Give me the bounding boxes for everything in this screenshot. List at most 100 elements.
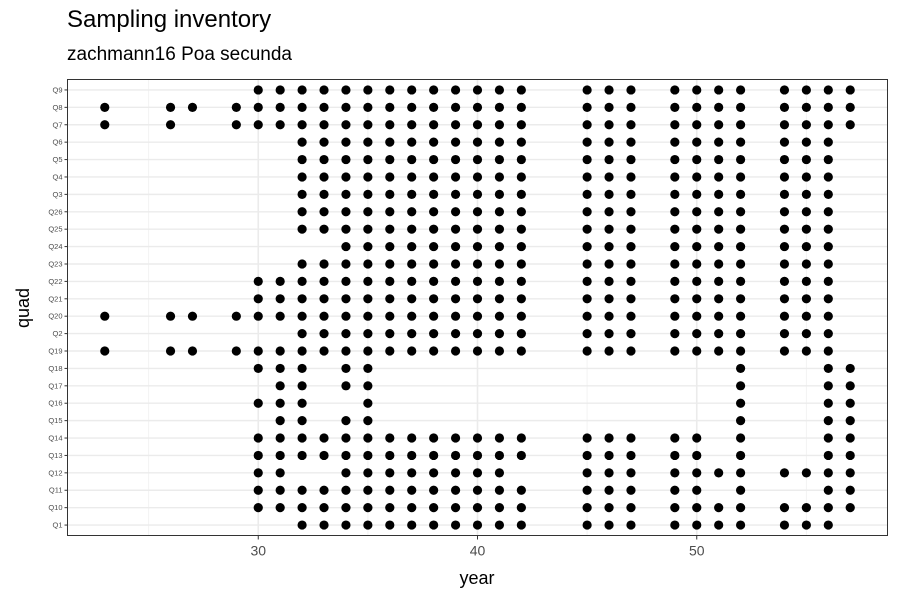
data-point — [450, 137, 461, 147]
data-point — [341, 154, 351, 165]
data-point — [407, 207, 417, 217]
data-point — [516, 102, 526, 112]
data-point — [670, 241, 680, 252]
data-point — [472, 224, 483, 234]
data-point — [494, 224, 505, 234]
data-point — [385, 241, 395, 252]
data-point — [714, 189, 724, 199]
data-point — [275, 85, 285, 95]
data-point — [626, 276, 636, 286]
data-point — [670, 329, 680, 339]
data-point — [407, 433, 417, 443]
data-point — [165, 102, 176, 112]
data-point — [407, 224, 417, 234]
y-tick-label: Q1 — [52, 521, 62, 530]
data-point — [670, 468, 680, 478]
data-point — [385, 520, 395, 530]
data-point — [319, 329, 329, 339]
data-point — [253, 85, 263, 95]
data-point — [582, 294, 592, 304]
data-point — [801, 207, 811, 217]
data-point — [604, 294, 614, 304]
data-point — [670, 102, 680, 112]
data-point — [714, 311, 724, 321]
data-point — [429, 259, 439, 269]
data-point — [494, 154, 505, 165]
data-point — [363, 154, 373, 165]
data-point — [801, 468, 811, 478]
data-point — [823, 102, 833, 112]
y-tick-label: Q4 — [52, 172, 62, 181]
data-point — [253, 485, 263, 495]
data-point — [429, 346, 439, 356]
data-point — [429, 241, 439, 252]
data-point — [297, 450, 307, 461]
data-point — [407, 120, 417, 130]
data-point — [385, 503, 395, 513]
data-point — [385, 224, 395, 234]
data-point — [823, 259, 833, 269]
data-point — [626, 172, 636, 182]
data-point — [297, 137, 307, 147]
data-point — [582, 311, 592, 321]
data-point — [341, 450, 351, 461]
y-tick-label: Q3 — [52, 190, 62, 199]
data-point — [297, 346, 307, 356]
data-point — [692, 520, 702, 530]
data-point — [801, 189, 811, 199]
data-point — [450, 120, 461, 130]
data-point — [692, 468, 702, 478]
data-point — [385, 450, 395, 461]
data-point — [670, 85, 680, 95]
data-point — [494, 137, 505, 147]
data-point — [297, 276, 307, 286]
data-point — [275, 381, 285, 391]
data-point — [319, 207, 329, 217]
data-point — [363, 102, 373, 112]
data-point — [363, 224, 373, 234]
data-point — [692, 137, 702, 147]
data-point — [494, 346, 505, 356]
data-point — [516, 329, 526, 339]
data-point — [231, 346, 241, 356]
data-point — [472, 172, 483, 182]
data-point — [341, 294, 351, 304]
data-point — [472, 137, 483, 147]
y-tick-label: Q13 — [48, 451, 62, 460]
data-point — [319, 311, 329, 321]
data-point — [714, 85, 724, 95]
data-point — [450, 102, 461, 112]
data-point — [429, 433, 439, 443]
data-point — [736, 346, 746, 356]
data-point — [450, 346, 461, 356]
data-point — [341, 363, 351, 374]
data-point — [736, 329, 746, 339]
data-point — [823, 154, 833, 165]
y-tick-label: Q21 — [48, 294, 62, 303]
data-point — [604, 329, 614, 339]
data-point — [363, 520, 373, 530]
data-point — [429, 329, 439, 339]
data-point — [779, 294, 790, 304]
data-point — [385, 172, 395, 182]
data-point — [692, 450, 702, 461]
data-point — [516, 85, 526, 95]
data-point — [363, 172, 373, 182]
data-point — [429, 224, 439, 234]
data-point — [823, 450, 833, 461]
data-point — [516, 346, 526, 356]
x-tick-label: 30 — [250, 543, 266, 559]
data-point — [626, 450, 636, 461]
data-point — [604, 520, 614, 530]
data-point — [472, 485, 483, 495]
data-point — [714, 346, 724, 356]
y-tick-label: Q20 — [48, 312, 62, 321]
data-point — [714, 224, 724, 234]
data-point — [363, 398, 373, 408]
data-point — [341, 241, 351, 252]
data-point — [714, 503, 724, 513]
data-point — [385, 433, 395, 443]
data-point — [231, 102, 241, 112]
data-point — [429, 172, 439, 182]
data-point — [670, 294, 680, 304]
